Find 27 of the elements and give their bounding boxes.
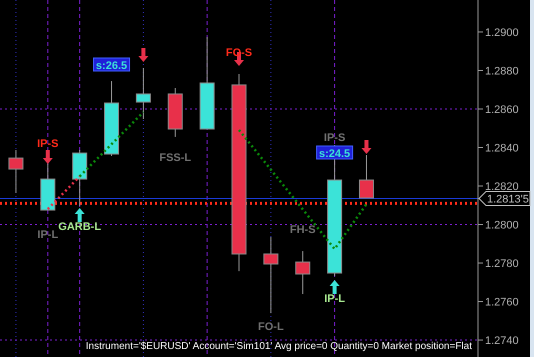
y-tick-label: 1.2840 [485,142,519,154]
y-tick-label: 1.2900 [485,26,519,39]
y-tick-label: 1.2800 [485,220,519,232]
y-tick-label: 1.2760 [485,296,519,309]
y-tick-label: 1.2860 [485,104,519,116]
annotation: s:24.5 [319,148,350,160]
annotation: FSS-L [159,152,192,164]
annotation: IP-S [324,132,346,144]
ref-line-label: 1.2813'5 [487,194,529,206]
annotation: FO-S [226,47,252,59]
annotation: IP-L [37,229,58,241]
annotation: FO-L [258,321,284,333]
y-tick-label: 1.2740 [485,335,519,348]
y-tick-label: 1.2880 [485,65,519,78]
candlestick [136,67,151,120]
candlestick [295,250,310,295]
y-tick-label: 1.2780 [485,258,519,270]
annotation: Instrument='$EURUSD' Account='Sim101' Avg price=0 Quantity=0 Market position=Flat [86,341,472,352]
annotation: IP-L [324,293,346,305]
candlestick [8,150,24,194]
annotation: IP-S [37,138,59,150]
annotation: s:26.5 [96,60,128,72]
candlestick [358,154,374,198]
candlestick [263,236,278,314]
y-tick-label: 1.2820 [485,181,519,194]
annotation: GARB-L [58,221,102,233]
annotation: FH-S [290,224,316,236]
